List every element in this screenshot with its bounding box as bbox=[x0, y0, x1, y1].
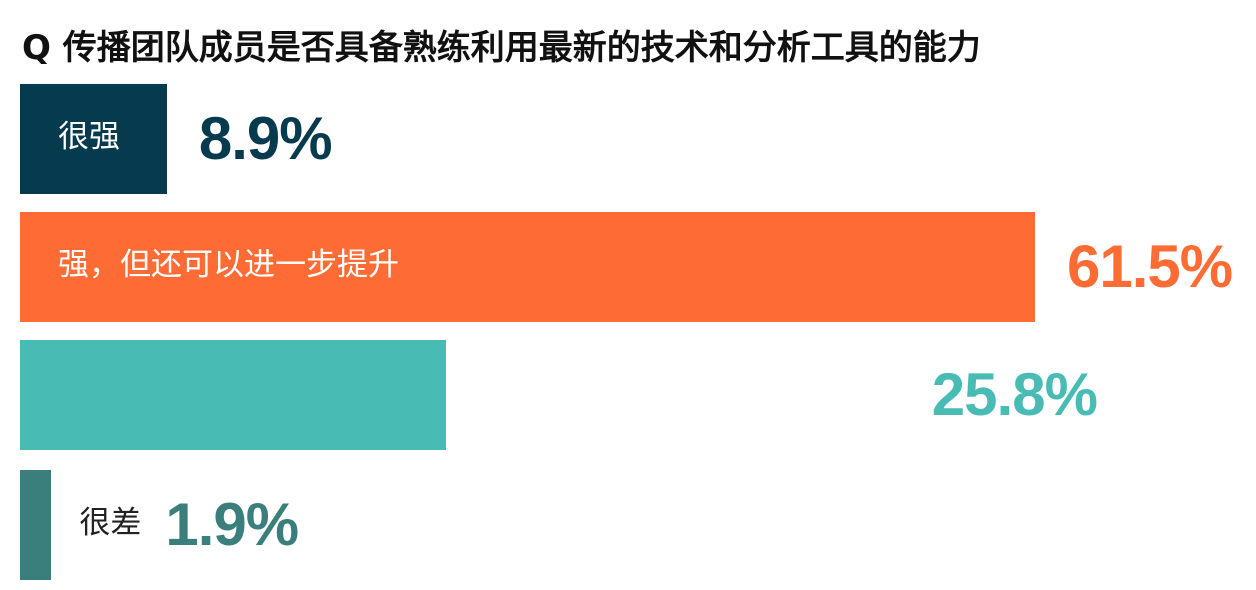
category-label-2: 强，但还可以进一步提升 bbox=[58, 247, 399, 283]
category-label-3: 低于平均水准，还需要很大提升 bbox=[473, 375, 908, 411]
bar-1 bbox=[20, 84, 167, 194]
category-label-4: 很差 bbox=[79, 505, 142, 541]
value-label-4: 1.9% bbox=[165, 491, 299, 558]
bar-2 bbox=[20, 212, 1035, 322]
value-label-2: 61.5% bbox=[1067, 233, 1233, 300]
bar-3 bbox=[20, 340, 446, 450]
chart-title: Q 传播团队成员是否具备熟练利用最新的技术和分析工具的能力 bbox=[22, 28, 981, 68]
bar-4 bbox=[20, 470, 52, 580]
value-label-3: 25.8% bbox=[931, 361, 1098, 428]
value-label-1: 8.9% bbox=[198, 105, 333, 172]
category-label-1: 很强 bbox=[58, 119, 120, 155]
